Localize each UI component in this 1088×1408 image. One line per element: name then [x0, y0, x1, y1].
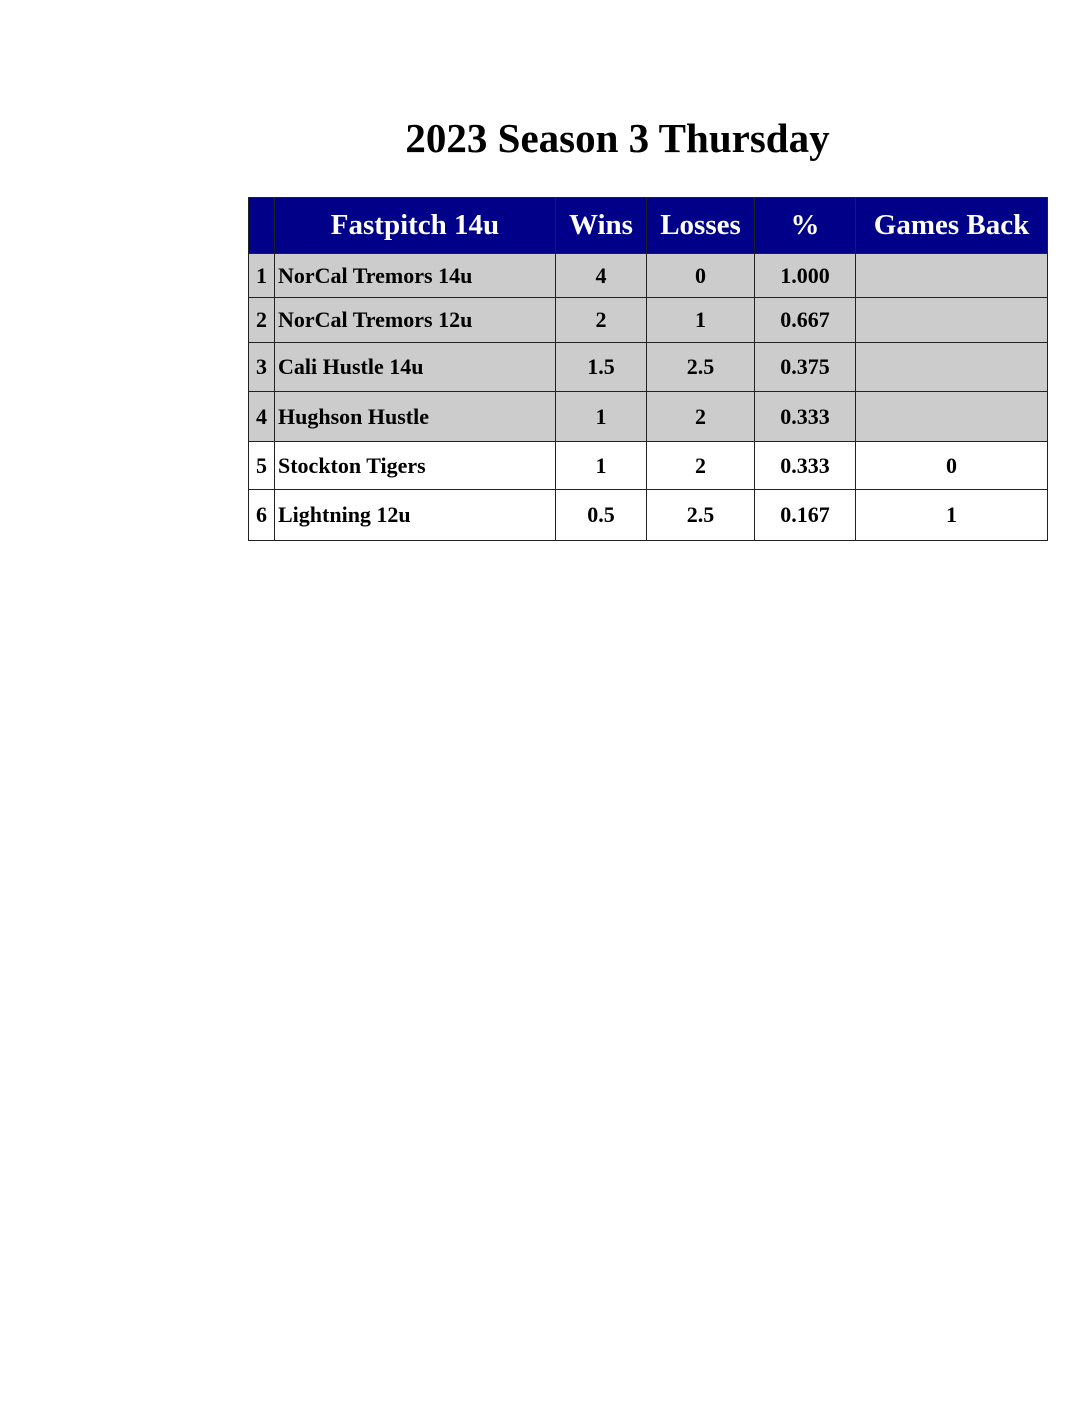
page-title: 2023 Season 3 Thursday	[405, 115, 830, 161]
rank-cell: 4	[248, 391, 275, 442]
team-cell: NorCal Tremors 12u	[274, 297, 556, 343]
wins-cell: 0.5	[555, 489, 647, 541]
rank-cell: 1	[248, 253, 275, 298]
games-back-cell: 1	[855, 489, 1048, 541]
standings-table: Fastpitch 14u Wins Losses % Games Back 1…	[248, 197, 1048, 541]
losses-cell: 0	[646, 253, 755, 298]
games-back-cell	[855, 391, 1048, 442]
losses-cell: 2.5	[646, 489, 755, 541]
wins-cell: 4	[555, 253, 647, 298]
table-row: 6 Lightning 12u 0.5 2.5 0.167 1	[248, 489, 1048, 541]
wins-cell: 1	[555, 441, 647, 490]
table-row: 5 Stockton Tigers 1 2 0.333 0	[248, 441, 1048, 490]
rank-cell: 6	[248, 489, 275, 541]
header-rank	[248, 197, 275, 254]
wins-cell: 1.5	[555, 342, 647, 392]
wins-cell: 2	[555, 297, 647, 343]
team-cell: NorCal Tremors 14u	[274, 253, 556, 298]
header-division: Fastpitch 14u	[274, 197, 556, 254]
table-row: 2 NorCal Tremors 12u 2 1 0.667	[248, 297, 1048, 343]
pct-cell: 0.333	[754, 441, 856, 490]
games-back-cell: 0	[855, 441, 1048, 490]
header-wins: Wins	[555, 197, 647, 254]
table-row: 4 Hughson Hustle 1 2 0.333	[248, 391, 1048, 442]
header-row: Fastpitch 14u Wins Losses % Games Back	[248, 197, 1048, 254]
losses-cell: 1	[646, 297, 755, 343]
header-games-back: Games Back	[855, 197, 1048, 254]
losses-cell: 2.5	[646, 342, 755, 392]
games-back-cell	[855, 342, 1048, 392]
pct-cell: 1.000	[754, 253, 856, 298]
team-cell: Stockton Tigers	[274, 441, 556, 490]
table-row: 3 Cali Hustle 14u 1.5 2.5 0.375	[248, 342, 1048, 392]
team-cell: Lightning 12u	[274, 489, 556, 541]
pct-cell: 0.375	[754, 342, 856, 392]
rank-cell: 2	[248, 297, 275, 343]
games-back-cell	[855, 253, 1048, 298]
losses-cell: 2	[646, 391, 755, 442]
table-row: 1 NorCal Tremors 14u 4 0 1.000	[248, 253, 1048, 298]
rank-cell: 5	[248, 441, 275, 490]
pct-cell: 0.167	[754, 489, 856, 541]
team-cell: Hughson Hustle	[274, 391, 556, 442]
team-cell: Cali Hustle 14u	[274, 342, 556, 392]
games-back-cell	[855, 297, 1048, 343]
header-losses: Losses	[646, 197, 755, 254]
wins-cell: 1	[555, 391, 647, 442]
pct-cell: 0.667	[754, 297, 856, 343]
rank-cell: 3	[248, 342, 275, 392]
losses-cell: 2	[646, 441, 755, 490]
pct-cell: 0.333	[754, 391, 856, 442]
header-pct: %	[754, 197, 856, 254]
